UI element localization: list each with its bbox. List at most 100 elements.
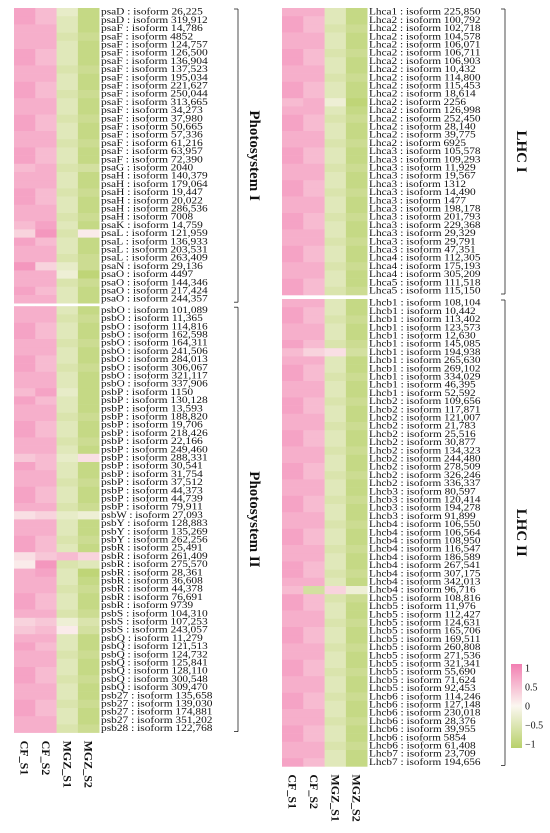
heatmap-cell	[56, 708, 79, 717]
heatmap-cell	[324, 422, 347, 431]
row-label: Lhcb6 : isoform 28,376	[369, 716, 476, 727]
heatmap-cell	[324, 204, 347, 214]
heatmap-cell	[303, 65, 325, 74]
heatmap-cell	[77, 642, 100, 651]
heatmap-cell	[35, 32, 57, 42]
heatmap-cell	[282, 348, 304, 357]
heatmap-cell	[14, 511, 36, 520]
heatmap-cell	[345, 81, 368, 91]
heatmap-cell	[303, 299, 325, 308]
heatmap-cell	[345, 122, 368, 132]
row-label: psbO : isoform 284,013	[101, 354, 208, 365]
heatmap-cell	[282, 692, 304, 702]
heatmap-cell	[56, 412, 79, 422]
row-label: Lhca3 : isoform 1312	[369, 179, 466, 190]
heatmap-cell	[345, 725, 368, 734]
heatmap-cell	[303, 213, 325, 222]
heatmap-cell	[56, 503, 79, 512]
heatmap-cell	[324, 635, 347, 644]
heatmap-cell	[282, 717, 304, 726]
heatmap-cell	[56, 204, 79, 214]
row-label: Lhcb7 : isoform 194,656	[369, 757, 481, 768]
row-label: Lhcb4 : isoform 342,013	[369, 577, 481, 588]
row-label: Lhca3 : isoform 29,791	[369, 236, 476, 247]
heatmap-cell	[282, 213, 304, 222]
row-label: Lhcb5 : isoform 71,624	[369, 675, 476, 686]
heatmap-cell	[56, 658, 79, 668]
heatmap-cell	[324, 49, 347, 58]
row-label: Lhcb5 : isoform 260,808	[369, 642, 481, 653]
heatmap-cell	[282, 221, 304, 230]
row-label: Lhcb5 : isoform 271,536	[369, 650, 481, 661]
row-label: psaH : isoform 140,379	[101, 171, 208, 182]
heatmap-cell	[56, 593, 79, 602]
heatmap-cell	[56, 180, 79, 189]
row-label: Lhca2 : isoform 252,450	[369, 113, 481, 124]
heatmap-cell	[35, 519, 57, 528]
heatmap-cell	[56, 724, 79, 733]
heatmap-cell	[14, 213, 36, 222]
row-label: Lhcb4 : isoform 96,716	[369, 585, 476, 596]
heatmap-cell	[303, 627, 325, 636]
heatmap-cell	[14, 470, 36, 479]
heatmap-cell	[35, 626, 57, 635]
heatmap-cell	[14, 245, 36, 255]
heatmap-cell	[14, 347, 36, 356]
heatmap-cell	[77, 180, 100, 189]
heatmap-cell	[282, 65, 304, 74]
row-label: psaL : isoform 121,959	[101, 228, 208, 239]
heatmap-cell	[77, 254, 100, 263]
heatmap-cell	[303, 512, 325, 521]
heatmap-cell	[345, 668, 368, 677]
heatmap-cell	[35, 262, 57, 271]
heatmap-cell	[77, 675, 100, 684]
heatmap-cell	[14, 593, 36, 602]
heatmap-cell	[282, 381, 304, 390]
row-label: psaO : isoform 244,357	[101, 294, 208, 305]
heatmap-cell	[324, 196, 347, 206]
heatmap-cell	[345, 237, 368, 247]
heatmap-cell	[282, 397, 304, 406]
row-label: psaF : isoform 250,044	[101, 89, 208, 100]
heatmap-cell	[14, 306, 36, 315]
heatmap-cell	[303, 270, 325, 279]
heatmap-cell	[345, 364, 368, 374]
heatmap-cell	[303, 98, 325, 107]
heatmap-cell	[77, 658, 100, 668]
heatmap-cell	[282, 8, 304, 17]
heatmap-cell	[303, 553, 325, 562]
heatmap-cell	[56, 330, 79, 340]
row-label: Lhcb3 : isoform 80,597	[369, 486, 476, 497]
heatmap-cell	[77, 363, 100, 373]
heatmap-cell	[324, 520, 347, 529]
heatmap-cell	[324, 471, 347, 480]
heatmap-cell	[303, 372, 325, 382]
row-label: Lhcb4 : isoform 186,589	[369, 552, 481, 563]
heatmap-cell	[14, 478, 36, 487]
heatmap-cell	[14, 286, 36, 296]
heatmap-cell	[282, 286, 304, 296]
row-label: psbO : isoform 114,816	[101, 321, 208, 332]
heatmap-cell	[77, 486, 100, 496]
heatmap-cell	[303, 758, 325, 767]
heatmap-cell	[77, 544, 100, 553]
heatmap-cell	[14, 122, 36, 132]
heatmap-cell	[345, 528, 368, 538]
heatmap-cell	[345, 586, 368, 595]
row-label: psbO : isoform 162,598	[101, 330, 208, 341]
row-label: Lhcb1 : isoform 10,442	[369, 306, 476, 317]
heatmap-cell	[345, 717, 368, 726]
heatmap-cell	[56, 245, 79, 255]
heatmap-cell	[282, 446, 304, 456]
heatmap-cell	[77, 65, 100, 74]
heatmap-cell	[324, 65, 347, 74]
heatmap-cell	[324, 315, 347, 324]
legend-tick-label: −0.5	[525, 721, 543, 732]
heatmap-cell	[345, 139, 368, 148]
heatmap-cell	[303, 221, 325, 230]
heatmap-cell	[14, 163, 36, 173]
row-label: Lhcb7 : isoform 23,709	[369, 749, 476, 760]
heatmap-cell	[77, 576, 100, 586]
row-label: Lhcb1 : isoform 12,630	[369, 331, 476, 342]
heatmap-cell	[56, 347, 79, 356]
